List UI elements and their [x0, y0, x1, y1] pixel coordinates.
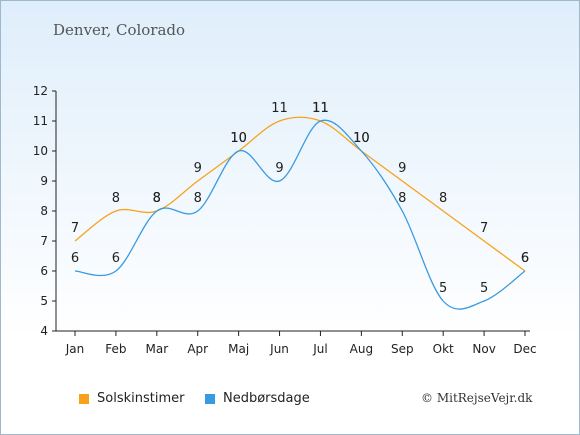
x-tick-label: Sep	[391, 342, 414, 356]
data-label-rain-days: 8	[398, 191, 406, 206]
legend-swatch-rain-days	[205, 393, 215, 404]
y-tick-label: 10	[33, 144, 48, 158]
data-label-sunshine-hours: 7	[480, 221, 488, 236]
data-label-sunshine-hours: 9	[398, 161, 406, 176]
x-tick-label: Aug	[350, 342, 373, 356]
x-tick-label: Apr	[187, 342, 208, 356]
data-label-rain-days: 10	[353, 131, 370, 146]
data-label-sunshine-hours: 11	[312, 101, 329, 116]
data-label-rain-days: 5	[480, 281, 488, 296]
legend-label-sunshine: Solskinstimer	[97, 391, 185, 406]
series-line-rain-days	[74, 119, 526, 310]
legend-item-sunshine: Solskinstimer	[79, 391, 184, 406]
x-tick-label: Mar	[145, 342, 168, 356]
legend-swatch-sunshine	[79, 393, 89, 404]
x-tick-label: Maj	[228, 342, 249, 356]
data-label-rain-days: 8	[194, 191, 202, 206]
data-label-sunshine-hours: 8	[112, 191, 120, 206]
y-tick-label: 8	[40, 204, 48, 218]
data-label-sunshine-hours: 9	[194, 161, 202, 176]
x-tick-label: Jun	[269, 342, 289, 356]
data-label-sunshine-hours: 6	[521, 251, 529, 266]
data-label-sunshine-hours: 10	[230, 131, 247, 146]
data-label-rain-days: 6	[521, 251, 529, 266]
y-tick-label: 9	[40, 174, 48, 188]
chart-location-title: Denver, Colorado	[53, 21, 186, 39]
legend-label-rain-days: Nedbørsdage	[223, 391, 310, 406]
y-tick-label: 7	[40, 234, 48, 248]
y-tick-label: 4	[40, 324, 48, 338]
data-label-rain-days: 10	[230, 131, 247, 146]
x-tick-label: Nov	[472, 342, 495, 356]
data-label-sunshine-hours: 10	[353, 131, 370, 146]
x-tick-label: Feb	[105, 342, 126, 356]
y-tick-label: 5	[40, 294, 48, 308]
axes: 4 5 6 7 8 9 10 11 12 Jan Feb Mar Apr Maj Jun Jul Aug Sep O…	[33, 84, 537, 356]
data-label-rain-days: 5	[439, 281, 447, 296]
data-label-sunshine-hours: 11	[271, 101, 288, 116]
data-label-rain-days: 9	[275, 161, 283, 176]
data-label-rain-days: 8	[153, 191, 161, 206]
y-tick-label: 11	[33, 114, 48, 128]
data-label-rain-days: 6	[112, 251, 120, 266]
y-tick-label: 6	[40, 264, 48, 278]
data-label-sunshine-hours: 8	[153, 191, 161, 206]
x-tick-label: Jul	[312, 342, 327, 356]
x-tick-label: Dec	[513, 342, 536, 356]
x-tick-label: Okt	[433, 342, 454, 356]
y-tick-label: 12	[33, 84, 48, 98]
series-line-sunshine-hours	[74, 116, 526, 272]
legend-item-rain-days: Nedbørsdage	[205, 391, 310, 406]
data-label-sunshine-hours: 8	[439, 191, 447, 206]
copyright-text: © MitRejseVejr.dk	[421, 391, 533, 405]
data-label-rain-days: 6	[71, 251, 79, 266]
data-label-sunshine-hours: 7	[71, 221, 79, 236]
x-tick-label: Jan	[65, 342, 85, 356]
series-layer	[74, 116, 526, 310]
data-label-rain-days: 11	[312, 101, 329, 116]
